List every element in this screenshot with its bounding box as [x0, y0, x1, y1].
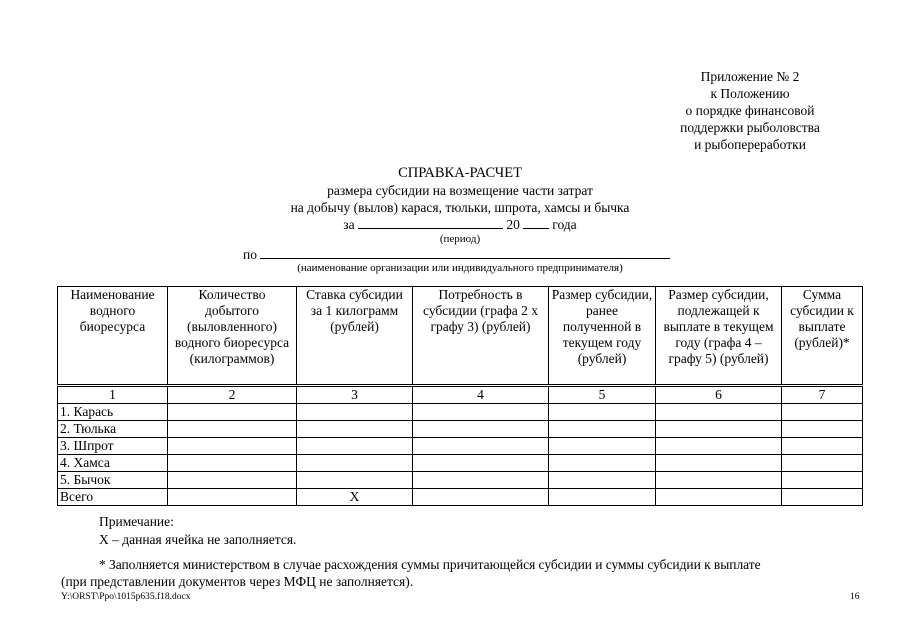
resource-name-cell: 3. Шпрот	[57, 437, 168, 455]
header-cell: Размер субсидии, подлежащей к выплате в …	[655, 286, 782, 386]
value-cell[interactable]	[296, 454, 413, 472]
appendix-line: поддержки рыболовства	[680, 120, 820, 135]
value-cell[interactable]	[296, 403, 413, 421]
footer-file-path: Y:\ORST\Ppo\1015p635.f18.docx	[61, 592, 191, 602]
value-cell[interactable]	[548, 454, 656, 472]
note-asterisk-line: (при представлении документов через МФЦ …	[61, 574, 414, 589]
value-cell[interactable]	[412, 420, 549, 438]
column-number: 3	[296, 384, 413, 404]
value-cell[interactable]	[167, 403, 297, 421]
org-caption: (наименование организации или индивидуал…	[297, 262, 623, 274]
resource-name-cell: 1. Карась	[57, 403, 168, 421]
value-cell[interactable]	[167, 454, 297, 472]
value-cell[interactable]	[548, 488, 656, 506]
period-suffix: года	[552, 217, 577, 232]
period-prefix: за	[343, 217, 355, 232]
value-cell[interactable]	[655, 420, 782, 438]
value-cell[interactable]	[781, 403, 863, 421]
column-number: 7	[781, 384, 863, 404]
value-cell[interactable]	[296, 420, 413, 438]
value-cell[interactable]	[548, 437, 656, 455]
header-cell: Потребность в субсидии (графа 2 х графу …	[412, 286, 549, 386]
value-cell[interactable]	[412, 488, 549, 506]
table-row: 3. Шпрот	[57, 437, 863, 455]
column-number: 4	[412, 384, 549, 404]
value-cell[interactable]	[412, 437, 549, 455]
value-cell[interactable]	[412, 454, 549, 472]
value-cell[interactable]	[548, 471, 656, 489]
appendix-block: Приложение № 2 к Положению о порядке фин…	[650, 68, 850, 153]
header-cell: Количество добытого (выловленного) водно…	[167, 286, 297, 386]
year-field[interactable]	[522, 216, 549, 229]
value-cell[interactable]	[655, 471, 782, 489]
table-row: Всего Х	[57, 488, 863, 506]
year-prefix: 20	[506, 217, 520, 232]
org-field[interactable]	[260, 246, 671, 259]
column-number: 2	[167, 384, 297, 404]
appendix-line: о порядке финансовой	[685, 103, 815, 118]
value-cell[interactable]	[296, 471, 413, 489]
value-cell[interactable]	[167, 471, 297, 489]
value-cell[interactable]	[548, 420, 656, 438]
subtitle-line: на добычу (вылов) карася, тюльки, шпрота…	[290, 200, 630, 215]
value-cell[interactable]	[781, 488, 863, 506]
resource-name-cell: 4. Хамса	[57, 454, 168, 472]
header-cell: Сумма субсидии к выплате (рублей)*	[781, 286, 863, 386]
note-x: Х – данная ячейка не заполняется.	[99, 532, 297, 547]
value-cell[interactable]	[296, 437, 413, 455]
value-cell[interactable]: Х	[296, 488, 413, 506]
value-cell[interactable]	[167, 488, 297, 506]
value-cell[interactable]	[781, 471, 863, 489]
column-number-row: 1 2 3 4 5 6 7	[57, 384, 863, 404]
value-cell[interactable]	[167, 420, 297, 438]
appendix-line: Приложение № 2	[700, 69, 800, 84]
table-row: 5. Бычок	[57, 471, 863, 489]
note-asterisk-line: * Заполняется министерством в случае рас…	[99, 557, 761, 572]
column-number: 1	[57, 384, 168, 404]
value-cell[interactable]	[655, 437, 782, 455]
appendix-line: и рыбопереработки	[694, 137, 806, 152]
table-row: 4. Хамса	[57, 454, 863, 472]
notes-heading: Примечание:	[99, 514, 174, 529]
column-number: 6	[655, 384, 782, 404]
value-cell[interactable]	[655, 488, 782, 506]
value-cell[interactable]	[548, 403, 656, 421]
org-line: по	[243, 246, 671, 263]
value-cell[interactable]	[655, 454, 782, 472]
column-number: 5	[548, 384, 656, 404]
org-prefix: по	[243, 247, 257, 262]
value-cell[interactable]	[412, 471, 549, 489]
value-cell[interactable]	[781, 454, 863, 472]
value-cell[interactable]	[655, 403, 782, 421]
value-cell[interactable]	[412, 403, 549, 421]
table-row: 1. Карась	[57, 403, 863, 421]
header-cell: Наименование водного биоресурса	[57, 286, 168, 386]
document-title: СПРАВКА-РАСЧЕТ	[398, 165, 522, 181]
resource-name-cell: 5. Бычок	[57, 471, 168, 489]
value-cell[interactable]	[167, 437, 297, 455]
period-line: за 20 года	[230, 216, 690, 233]
period-caption: (период)	[439, 233, 481, 245]
resource-name-cell: Всего	[57, 488, 168, 506]
subsidy-table: Наименование водного биоресурса Количест…	[57, 286, 863, 506]
header-cell: Размер субсидии, ранее полученной в теку…	[548, 286, 656, 386]
header-cell: Ставка субсидии за 1 килограмм (рублей)	[296, 286, 413, 386]
value-cell[interactable]	[781, 420, 863, 438]
resource-name-cell: 2. Тюлька	[57, 420, 168, 438]
period-field[interactable]	[358, 216, 503, 229]
page-number: 16	[850, 592, 860, 602]
appendix-line: к Положению	[710, 86, 790, 101]
subtitle-line: размера субсидии на возмещение части зат…	[327, 183, 593, 198]
value-cell[interactable]	[781, 437, 863, 455]
header-row: Наименование водного биоресурса Количест…	[57, 286, 863, 386]
table-row: 2. Тюлька	[57, 420, 863, 438]
